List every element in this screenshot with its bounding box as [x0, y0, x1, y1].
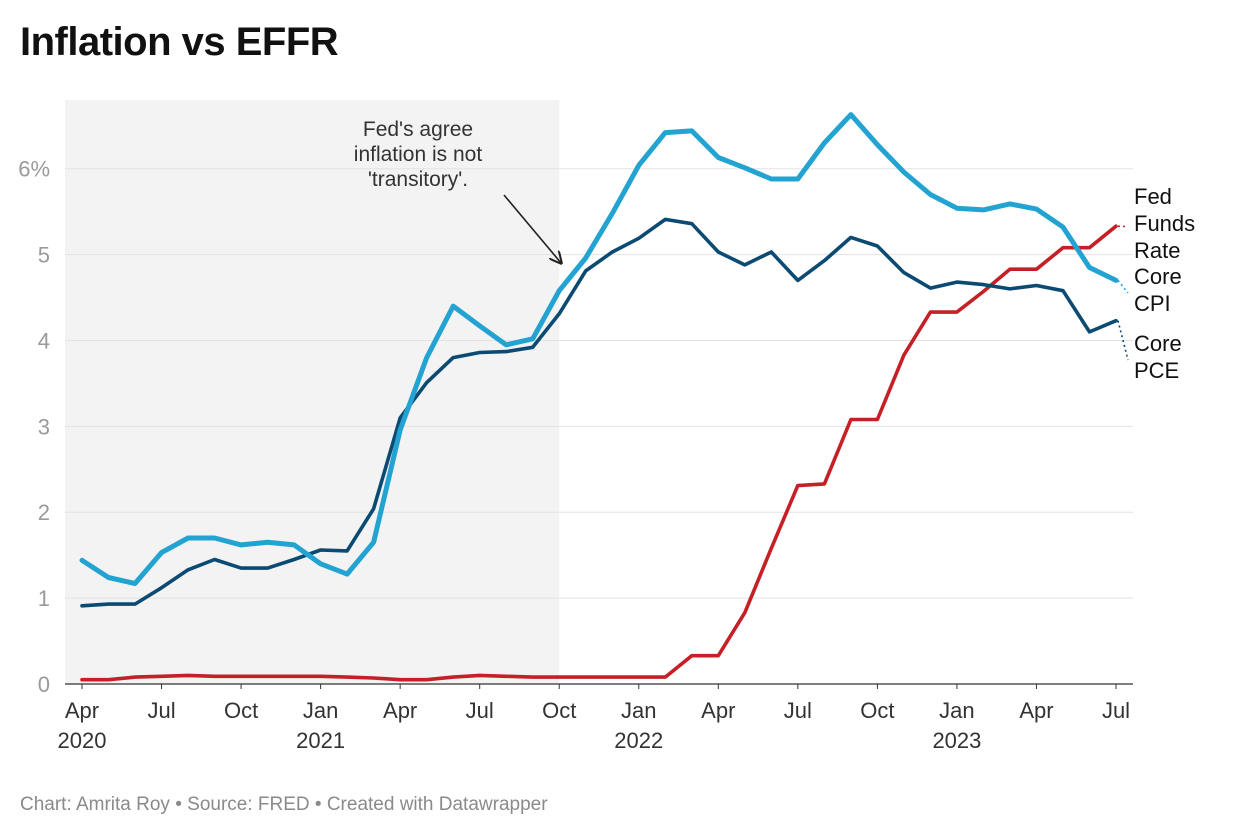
label-leader-core-pce	[1117, 320, 1129, 361]
series-label-core-pce: Core PCE	[1134, 331, 1182, 383]
x-tick-label: Jan	[939, 698, 974, 723]
x-tick-label: Jul	[466, 698, 494, 723]
annotation: Fed's agree inflation is not'transitory'.	[354, 118, 561, 263]
x-tick-label: Oct	[860, 698, 894, 723]
series-label-core-cpi: Core CPI	[1134, 264, 1182, 316]
y-tick-label: 3	[38, 414, 50, 439]
transitory-period-shading	[65, 100, 560, 684]
x-tick-label: Jan	[303, 698, 338, 723]
x-tick-label: Apr	[701, 698, 735, 723]
series-line-core-cpi	[79, 112, 1119, 586]
x-tick-label: Oct	[542, 698, 576, 723]
y-tick-label: 1	[38, 586, 50, 611]
series-line-fed-funds-rate	[80, 224, 1118, 682]
series-line-core-pce	[80, 217, 1118, 608]
x-axis-ticks: Apr 2020 Jul Oct Jan 2021 Apr Jul Oct Jan 2022 Apr J…	[58, 684, 1130, 753]
gridlines	[65, 168, 1133, 685]
y-tick-label: 2	[38, 500, 50, 525]
x-tick-year: 2022	[614, 728, 663, 753]
y-tick-label: 5	[38, 243, 50, 268]
y-axis-ticks: 0 1 2 3 4 5 6%	[18, 157, 50, 697]
x-tick-label: Jul	[1102, 698, 1130, 723]
x-tick-label: Jan	[621, 698, 656, 723]
annotation-arrow	[503, 194, 561, 263]
x-tick-label: Jul	[147, 698, 175, 723]
x-tick-year: 2021	[296, 728, 345, 753]
x-tick-label: Jul	[784, 698, 812, 723]
y-tick-label: 4	[38, 328, 50, 353]
annotation-text: Fed's agree inflation is not'transitory'.	[354, 118, 483, 191]
label-leader-core-cpi	[1117, 279, 1129, 294]
x-tick-year: 2020	[58, 728, 107, 753]
y-tick-label: 0	[38, 672, 50, 697]
series-lines	[79, 112, 1119, 682]
series-label-fed-funds-rate: Fed Funds Rate	[1134, 184, 1195, 263]
chart-footer: Chart: Amrita Roy • Source: FRED • Creat…	[20, 794, 548, 815]
shaded-region	[65, 100, 560, 684]
x-tick-year: 2023	[932, 728, 981, 753]
x-tick-label: Apr	[65, 698, 99, 723]
chart-title: Inflation vs EFFR	[20, 20, 339, 64]
x-tick-label: Apr	[1019, 698, 1053, 723]
x-tick-label: Apr	[383, 698, 417, 723]
y-tick-label: 6%	[18, 157, 50, 182]
x-tick-label: Oct	[224, 698, 258, 723]
